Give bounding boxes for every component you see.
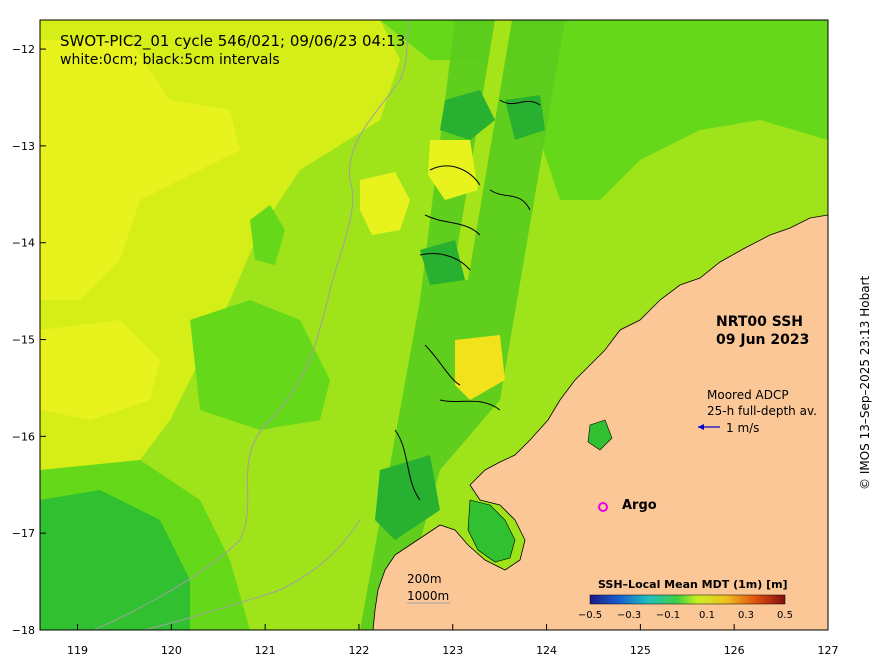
colorbar-tick-label: −0.1: [656, 610, 680, 621]
x-tick-label: 123: [442, 644, 463, 657]
y-tick-label: −13: [12, 140, 35, 153]
depth-legend-1000m: 1000m: [407, 589, 450, 603]
x-tick-label: 121: [255, 644, 276, 657]
y-tick-label: −14: [12, 237, 35, 250]
swot-darkgreen-patch-2: [505, 95, 545, 140]
ssh-yellow-patch-center: [360, 172, 410, 235]
colorbar-ticks: −0.5 −0.3 −0.1 0.1 0.3 0.5: [578, 610, 793, 621]
credit-text: © IMOS 13–Sep–2025 23:13 Hobart: [858, 275, 872, 490]
x-tick-label: 125: [630, 644, 651, 657]
ssh-contours: [394, 99, 541, 501]
map-subtitle: white:0cm; black:5cm intervals: [60, 52, 280, 68]
adcp-legend-desc: 25-h full-depth av.: [707, 404, 817, 418]
ssh-green-patch-mid: [190, 300, 330, 430]
colorbar-tick-label: 0.5: [777, 610, 793, 621]
swot-yellow-patch-2: [455, 335, 505, 400]
x-tick-label: 122: [348, 644, 369, 657]
swot-darkgreen-patch-3: [420, 240, 465, 285]
king-sound-water: [467, 499, 516, 563]
adcp-scale-arrowhead: [698, 424, 704, 430]
argo-label: Argo: [622, 498, 657, 513]
x-tick-label: 127: [818, 644, 839, 657]
ssh-yellow-patch-south: [40, 320, 160, 420]
colorbar-tick-label: 0.3: [738, 610, 754, 621]
product-date: 09 Jun 2023: [716, 332, 810, 348]
x-tick-label: 120: [161, 644, 182, 657]
y-tick-label: −17: [12, 527, 35, 540]
y-tick-label: −18: [12, 624, 35, 637]
map-plot-area: −0.5 −0.3 −0.1 0.1 0.3 0.5: [40, 20, 828, 630]
ssh-green-patch-central: [250, 205, 285, 265]
colorbar-tick-label: −0.5: [578, 610, 602, 621]
adcp-legend-title: Moored ADCP: [707, 388, 789, 402]
island-patch: [587, 419, 613, 451]
argo-marker: [598, 502, 608, 512]
product-label: NRT00 SSH: [716, 314, 804, 330]
x-tick-label: 124: [536, 644, 557, 657]
colorbar-tick-label: 0.1: [699, 610, 715, 621]
swot-yellow-patch-1: [428, 140, 478, 200]
y-tick-label: −15: [12, 334, 35, 347]
swot-darkgreen-patch-4: [375, 455, 440, 540]
swot-darkgreen-patch-1: [440, 90, 495, 140]
map-title: SWOT-PIC2_01 cycle 546/021; 09/06/23 04:…: [60, 32, 406, 50]
x-axis: 119 120 121 122 123 124 125 126 127: [67, 624, 839, 657]
x-tick-label: 119: [67, 644, 88, 657]
depth-legend-200m: 200m: [407, 572, 442, 586]
colorbar-tick-label: −0.3: [617, 610, 641, 621]
y-axis: −12 −13 −14 −15 −16 −17 −18: [12, 43, 46, 637]
swot-swath-gap: [452, 20, 512, 280]
y-tick-label: −16: [12, 430, 35, 443]
y-tick-label: −12: [12, 43, 35, 56]
x-tick-label: 126: [724, 644, 745, 657]
ssh-bright-yellow-patch: [40, 40, 240, 300]
colorbar-title: SSH–Local Mean MDT (1m) [m]: [598, 578, 788, 591]
plot-frame: [39, 19, 829, 631]
colorbar: [589, 594, 786, 605]
ssh-darkgreen-region-southwest: [40, 490, 190, 630]
adcp-legend-scale: 1 m/s: [726, 421, 760, 435]
